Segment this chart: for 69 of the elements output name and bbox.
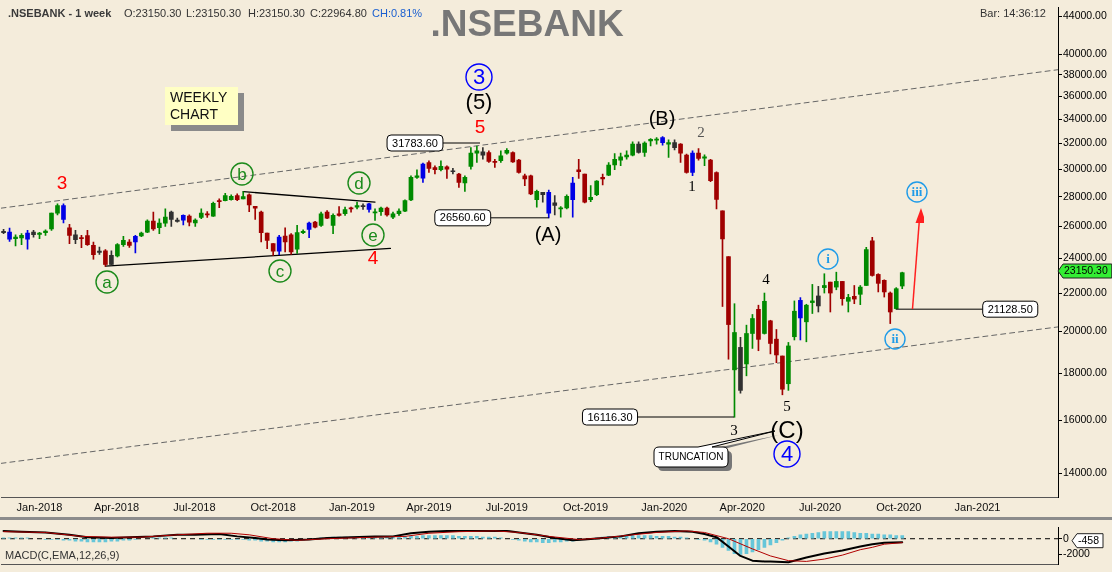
annotation: e [368,225,378,245]
annotation: 5 [474,116,486,138]
annotation: (B) [648,106,676,129]
y-tick-label: 34000.00 [1063,112,1107,125]
annotation: 3 [472,64,486,90]
y-tick-label: 36000.00 [1063,89,1107,102]
annotation: 1 [688,177,696,194]
annotation: CH:0.81% [372,7,423,20]
y-tick-label: 20000.00 [1063,323,1107,336]
y-tick-label: 24000.00 [1063,251,1107,264]
annotation: 21128.50 [987,302,1033,315]
annotation: 2 [697,123,705,140]
annotation: 26560.60 [439,211,486,224]
x-tick-label: Jan-2018 [16,500,63,513]
x-tick-label: Jan-2020 [641,500,688,513]
annotation: 3 [730,421,738,438]
annotation: iii [911,184,923,200]
annotation: TRUNCATION [658,451,724,463]
y-tick-label: 26000.00 [1063,219,1107,232]
annotation: (5) [465,89,493,115]
annotation: 4 [367,247,379,269]
x-tick-label: Jan-2021 [954,500,1001,513]
annotation: Bar: 14:36:12 [979,7,1046,20]
y-tick-label: 38000.00 [1063,67,1107,80]
x-tick-label: Apr-2019 [406,500,452,513]
y-tick-label: 22000.00 [1063,285,1107,298]
annotation: 4 [780,441,794,467]
annotation: a [102,272,113,292]
y-tick-label: -2000 [1063,547,1091,560]
x-tick-label: Oct-2020 [876,500,922,513]
y-tick-label: 18000.00 [1063,366,1107,379]
annotation: 5 [783,397,791,414]
annotation: i [826,251,831,267]
x-tick-label: Jul-2020 [798,500,842,513]
text: 23150.30 [1064,264,1108,277]
annotation: (C) [770,415,804,443]
y-tick-label: 40000.00 [1063,47,1107,60]
chart-title: .NSEBANK [430,3,624,45]
x-tick-label: Jan-2019 [328,500,375,513]
text: -458 [1078,534,1100,547]
x-tick-label: Apr-2018 [93,500,140,513]
annotation: 31783.60 [392,136,438,149]
annotation: 4 [762,270,771,287]
annotation: WEEKLY CHART [170,88,228,122]
chart-subtitle: .NSEBANK - 1 week [8,7,113,20]
annotation: d [354,173,364,193]
x-tick-label: Apr-2020 [719,500,765,513]
annotation: 16116.30 [587,410,633,423]
x-tick-label: Jul-2019 [485,500,528,513]
y-tick-label: 0 [1063,531,1069,544]
y-tick-label: 16000.00 [1063,413,1107,426]
y-tick-label: 32000.00 [1063,136,1107,149]
annotation: H:23150.30 [248,7,305,20]
x-tick-label: Oct-2018 [250,500,296,513]
annotation: C:22964.80 [310,7,367,20]
annotation: c [275,261,285,281]
y-tick-label: 30000.00 [1063,162,1107,175]
annotation: ii [891,331,899,347]
annotation: L:23150.30 [186,7,242,20]
annotation: (A) [534,222,562,245]
annotation: 3 [56,172,68,194]
x-tick-label: Jul-2018 [173,500,216,513]
annotation: O:23150.30 [124,7,182,20]
x-tick-label: Oct-2019 [562,500,609,513]
y-tick-label: 14000.00 [1063,466,1107,479]
y-tick-label: 28000.00 [1063,189,1107,202]
y-tick-label: 44000.00 [1063,9,1107,22]
text: MACD(C,EMA,12,26,9) [5,549,120,562]
annotation: b [237,164,247,184]
